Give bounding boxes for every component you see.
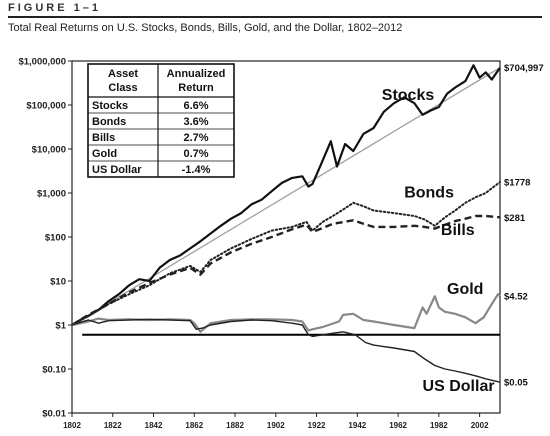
- gold-end-value-label: $4.52: [504, 292, 528, 303]
- bonds-end-value-label: $1778: [504, 178, 530, 189]
- table-cell-asset: US Dollar: [92, 164, 142, 176]
- x-tick-label: 1962: [389, 421, 407, 430]
- plot-labels: $704,997 $1778 $281 $4.52 $0.05 Stocks Bonds Bi…: [382, 63, 544, 395]
- x-tick-label: 1842: [145, 421, 163, 430]
- table-cell-asset: Bonds: [92, 116, 126, 128]
- x-tick-label: 1862: [185, 421, 203, 430]
- y-tick-label: $1: [55, 321, 66, 332]
- y-tick-label: $1,000: [37, 189, 66, 200]
- bonds-series-label: Bonds: [404, 184, 454, 201]
- stocks-series-label: Stocks: [382, 87, 435, 104]
- y-tick-label: $0.10: [42, 365, 66, 376]
- us-dollar-end-value-label: $0.05: [504, 378, 528, 389]
- x-tick-label: 1802: [63, 421, 81, 430]
- table-header-text: Annualized: [167, 68, 226, 80]
- table-cell-asset: Bills: [92, 132, 115, 144]
- table-cell-return: 3.6%: [183, 116, 208, 128]
- stocks-end-value-label: $704,997: [504, 63, 544, 74]
- gold-series-line: [71, 293, 501, 333]
- y-axis: $0.01 $0.10 $1 $10 $100 $1,000 $10,000 $100,000…: [18, 57, 501, 420]
- x-tick-label: 1902: [267, 421, 285, 430]
- bills-series-label: Bills: [441, 222, 475, 239]
- x-axis: 1802 1822 1842 1862 1882 1902 1922 1942 1962 1982…: [63, 413, 489, 430]
- x-tick-label: 1922: [308, 421, 326, 430]
- x-tick-label: 1982: [430, 421, 448, 430]
- table-cell-return: 2.7%: [183, 132, 208, 144]
- y-tick-label: $10,000: [32, 145, 66, 156]
- table-cell-asset: Gold: [92, 148, 117, 160]
- figure-title: Total Real Returns on U.S. Stocks, Bonds…: [8, 22, 403, 34]
- stocks-series-line: [71, 64, 501, 326]
- y-tick-label: $1,000,000: [18, 57, 66, 68]
- bills-series-line: [71, 214, 501, 327]
- returns-table: Asset Class Annualized Return Stocks 6.6% Bond…: [87, 63, 235, 178]
- x-tick-label: 1882: [226, 421, 244, 430]
- table-header-text: Return: [178, 82, 214, 94]
- us-dollar-series-label: US Dollar: [423, 378, 495, 395]
- x-tick-label: 2002: [471, 421, 489, 430]
- table-header-text: Class: [108, 82, 137, 94]
- table-frame: [87, 63, 235, 178]
- table-cell-asset: Stocks: [92, 100, 128, 112]
- table-cell-return: -1.4%: [182, 164, 211, 176]
- y-tick-label: $0.01: [42, 409, 66, 420]
- figure-rule: [8, 16, 542, 18]
- table-header-text: Asset: [108, 68, 138, 80]
- plot-lines: [71, 64, 501, 383]
- gold-series-label: Gold: [447, 281, 483, 298]
- table-cell-return: 6.6%: [183, 100, 208, 112]
- bills-end-value-label: $281: [504, 213, 526, 224]
- table-cell-return: 0.7%: [183, 148, 208, 160]
- us-dollar-series-line: [71, 318, 501, 383]
- y-tick-label: $10: [50, 277, 66, 288]
- y-tick-label: $100: [45, 233, 66, 244]
- x-tick-label: 1822: [104, 421, 122, 430]
- x-tick-label: 1942: [348, 421, 366, 430]
- bonds-series-line: [71, 181, 501, 326]
- y-tick-label: $100,000: [26, 101, 66, 112]
- figure-label: FIGURE 1–1: [8, 2, 101, 14]
